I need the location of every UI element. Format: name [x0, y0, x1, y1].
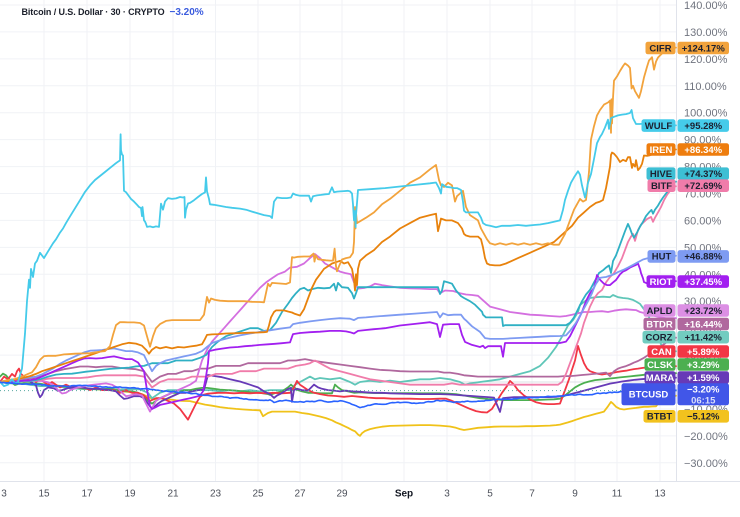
svg-text:+11.42%: +11.42%: [685, 333, 723, 344]
svg-text:BTDR: BTDR: [646, 319, 673, 330]
svg-text:−30.00%: −30.00%: [684, 458, 728, 470]
svg-text:RIOT: RIOT: [650, 277, 673, 288]
svg-text:29: 29: [336, 489, 348, 500]
svg-text:−20.00%: −20.00%: [684, 431, 728, 443]
svg-text:+74.37%: +74.37%: [684, 169, 722, 180]
svg-text:+5.89%: +5.89%: [687, 347, 720, 358]
svg-text:APLD: APLD: [647, 306, 673, 317]
svg-text:WULF: WULF: [645, 121, 673, 132]
svg-text:+16.44%: +16.44%: [684, 319, 722, 330]
svg-text:CORZ: CORZ: [646, 333, 673, 344]
svg-text:CIFR: CIFR: [649, 43, 671, 54]
svg-text:27: 27: [294, 489, 306, 500]
svg-text:19: 19: [124, 489, 136, 500]
svg-text:+72.69%: +72.69%: [684, 181, 722, 192]
svg-text:Bitcoin / U.S. Dollar · 30 · C: Bitcoin / U.S. Dollar · 30 · CRYPTO: [22, 7, 165, 17]
svg-text:−3.20%: −3.20%: [687, 385, 720, 396]
svg-text:+86.34%: +86.34%: [684, 145, 722, 156]
svg-text:+1.59%: +1.59%: [687, 373, 720, 384]
svg-text:+124.17%: +124.17%: [682, 43, 726, 54]
svg-text:120.00%: 120.00%: [684, 54, 728, 66]
svg-text:+23.72%: +23.72%: [684, 306, 722, 317]
svg-text:06:15: 06:15: [691, 395, 716, 406]
svg-text:MARA: MARA: [646, 373, 675, 384]
svg-text:3: 3: [1, 489, 7, 500]
svg-text:−3.20%: −3.20%: [170, 7, 204, 18]
svg-text:60.00%: 60.00%: [684, 215, 722, 227]
svg-text:HUT: HUT: [652, 252, 672, 263]
svg-text:+3.29%: +3.29%: [687, 360, 720, 371]
svg-text:5: 5: [487, 489, 493, 500]
svg-text:140.00%: 140.00%: [684, 0, 728, 12]
svg-text:17: 17: [81, 489, 93, 500]
svg-text:130.00%: 130.00%: [684, 27, 728, 39]
svg-text:15: 15: [38, 489, 50, 500]
svg-text:HIVE: HIVE: [650, 169, 672, 180]
svg-text:25: 25: [252, 489, 264, 500]
svg-text:IREN: IREN: [650, 145, 673, 156]
svg-text:9: 9: [572, 489, 578, 500]
svg-text:+37.45%: +37.45%: [684, 277, 722, 288]
svg-text:11: 11: [612, 489, 623, 500]
svg-text:+46.88%: +46.88%: [684, 252, 722, 263]
svg-text:BTBT: BTBT: [647, 412, 673, 423]
svg-text:7: 7: [529, 489, 535, 500]
svg-text:+95.28%: +95.28%: [684, 121, 722, 132]
svg-text:BTCUSD: BTCUSD: [629, 390, 669, 401]
svg-text:21: 21: [167, 489, 179, 500]
svg-text:BITF: BITF: [651, 181, 672, 192]
svg-text:100.00%: 100.00%: [684, 108, 728, 120]
svg-text:−5.12%: −5.12%: [687, 412, 720, 423]
svg-text:13: 13: [654, 489, 666, 500]
svg-text:110.00%: 110.00%: [684, 81, 727, 93]
svg-text:23: 23: [210, 489, 222, 500]
svg-text:CLSK: CLSK: [647, 360, 673, 371]
svg-text:3: 3: [444, 489, 450, 500]
svg-text:Sep: Sep: [395, 489, 413, 500]
svg-text:CAN: CAN: [651, 347, 672, 358]
